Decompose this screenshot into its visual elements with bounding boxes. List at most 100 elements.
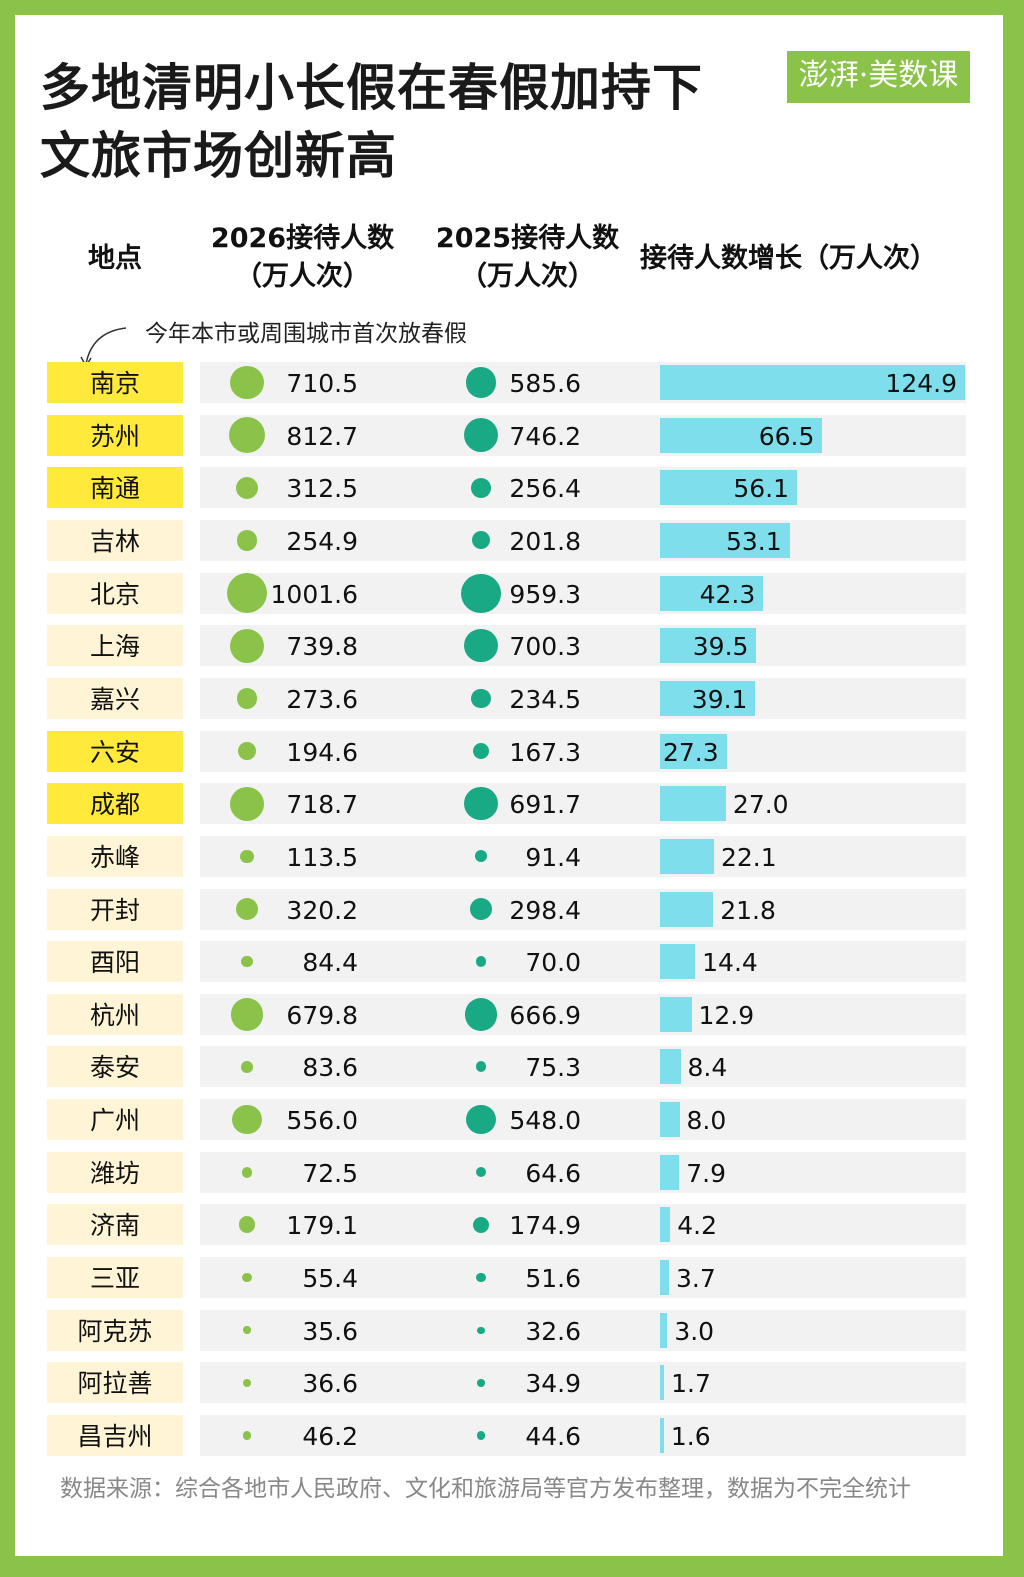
growth-label: 8.0 <box>686 1106 727 1136</box>
table-row: 开封 320.2 298.4 21.8 <box>0 888 1024 930</box>
value-2026: 812.7 <box>286 421 358 451</box>
dot-2025 <box>475 1061 487 1073</box>
value-2025: 666.9 <box>509 1000 581 1030</box>
dot-2025 <box>471 688 491 709</box>
dot-2025 <box>472 531 490 550</box>
city-label: 泰安 <box>47 1046 183 1088</box>
growth-label: 12.9 <box>698 1000 755 1030</box>
row-band <box>200 1151 966 1193</box>
table-row: 广州 556.0 548.0 8.0 <box>0 1099 1024 1141</box>
growth-bar <box>660 944 696 980</box>
dot-2025 <box>466 1104 496 1135</box>
table-row: 成都 718.7 691.7 27.0 <box>0 783 1024 825</box>
dot-2025 <box>470 477 492 498</box>
value-2025: 32.6 <box>525 1316 581 1346</box>
growth-label: 4.2 <box>677 1211 718 1241</box>
city-label: 酉阳 <box>47 941 183 983</box>
growth-label: 3.0 <box>674 1316 715 1346</box>
value-2025: 691.7 <box>509 790 581 820</box>
value-2025: 234.5 <box>509 684 581 714</box>
city-label: 潍坊 <box>47 1151 183 1193</box>
growth-bar <box>660 1154 680 1190</box>
growth-label: 39.5 <box>692 632 749 662</box>
dot-2026 <box>241 1061 253 1073</box>
growth-label: 53.1 <box>725 526 782 556</box>
table-row: 赤峰 113.5 91.4 22.1 <box>0 835 1024 877</box>
growth-label: 66.5 <box>758 421 815 451</box>
city-label: 昌吉州 <box>47 1415 183 1456</box>
city-label: 南通 <box>47 467 183 509</box>
value-2025: 746.2 <box>509 421 581 451</box>
city-label: 苏州 <box>47 414 183 456</box>
growth-bar <box>660 1260 670 1296</box>
city-label: 南京 <box>47 362 183 403</box>
table-row: 三亚 55.4 51.6 3.7 <box>0 1257 1024 1299</box>
row-band <box>200 625 966 667</box>
dot-2026 <box>241 1166 253 1178</box>
dot-2025 <box>470 898 492 920</box>
value-2025: 201.8 <box>509 526 581 556</box>
dot-2025 <box>464 787 498 821</box>
growth-bar <box>660 1207 671 1243</box>
table-row: 阿克苏 35.6 32.6 3.0 <box>0 1309 1024 1351</box>
dot-2026 <box>229 628 265 663</box>
dot-2026 <box>240 849 254 864</box>
dot-2025 <box>475 956 487 967</box>
value-2026: 83.6 <box>302 1053 358 1083</box>
header-2025: 2025接待人数 （万人次） <box>420 220 635 296</box>
row-band <box>200 888 966 930</box>
value-2025: 167.3 <box>509 737 581 767</box>
dot-2026 <box>232 1104 262 1135</box>
growth-label: 8.4 <box>687 1053 728 1083</box>
row-band <box>200 519 966 561</box>
table-row: 昌吉州 46.2 44.6 1.6 <box>0 1415 1024 1456</box>
table-row: 上海 739.8 700.3 39.5 <box>0 625 1024 667</box>
row-band <box>200 572 966 614</box>
dot-2026 <box>238 1216 256 1234</box>
growth-bar <box>660 680 756 716</box>
city-label: 阿克苏 <box>47 1309 183 1351</box>
growth-bar <box>660 1365 665 1401</box>
dot-2025 <box>472 1216 490 1234</box>
dot-2025 <box>472 742 490 760</box>
city-label: 北京 <box>47 572 183 614</box>
value-2026: 179.1 <box>286 1211 358 1241</box>
header-2025-line2: （万人次） <box>460 261 595 292</box>
title-line-1: 多地清明小长假在春假加持下 <box>40 59 703 117</box>
value-2025: 700.3 <box>509 632 581 662</box>
row-band <box>200 1309 966 1351</box>
value-2026: 679.8 <box>286 1000 358 1030</box>
dot-2026 <box>228 417 265 454</box>
city-label: 三亚 <box>47 1257 183 1299</box>
value-2026: 113.5 <box>286 842 358 872</box>
growth-label: 7.9 <box>686 1158 727 1188</box>
header-2026-line2: （万人次） <box>235 261 370 292</box>
city-label: 济南 <box>47 1204 183 1246</box>
value-2026: 1001.6 <box>270 579 358 609</box>
dot-2026 <box>238 742 256 760</box>
city-label: 六安 <box>47 730 183 772</box>
value-2026: 273.6 <box>286 684 358 714</box>
growth-label: 3.7 <box>676 1264 716 1294</box>
value-2026: 55.4 <box>302 1264 358 1294</box>
dot-2026 <box>241 955 253 968</box>
dot-2025 <box>463 417 499 453</box>
city-label: 吉林 <box>47 519 183 561</box>
row-band <box>200 783 966 825</box>
value-2025: 51.6 <box>525 1264 581 1294</box>
dot-2026 <box>235 476 259 499</box>
growth-label: 21.8 <box>720 895 776 925</box>
city-label: 嘉兴 <box>47 677 183 719</box>
city-label: 杭州 <box>47 993 183 1035</box>
growth-bar <box>660 417 823 453</box>
dot-2025 <box>476 1273 486 1283</box>
dot-2026 <box>243 1326 251 1334</box>
table-row: 阿拉善 36.6 34.9 1.7 <box>0 1362 1024 1404</box>
growth-bar <box>660 365 965 400</box>
growth-bar <box>660 1049 681 1085</box>
growth-bar <box>660 1418 664 1453</box>
value-2025: 959.3 <box>509 579 581 609</box>
dot-2025 <box>461 573 501 613</box>
value-2026: 254.9 <box>286 526 358 556</box>
dot-2026 <box>242 1272 252 1283</box>
